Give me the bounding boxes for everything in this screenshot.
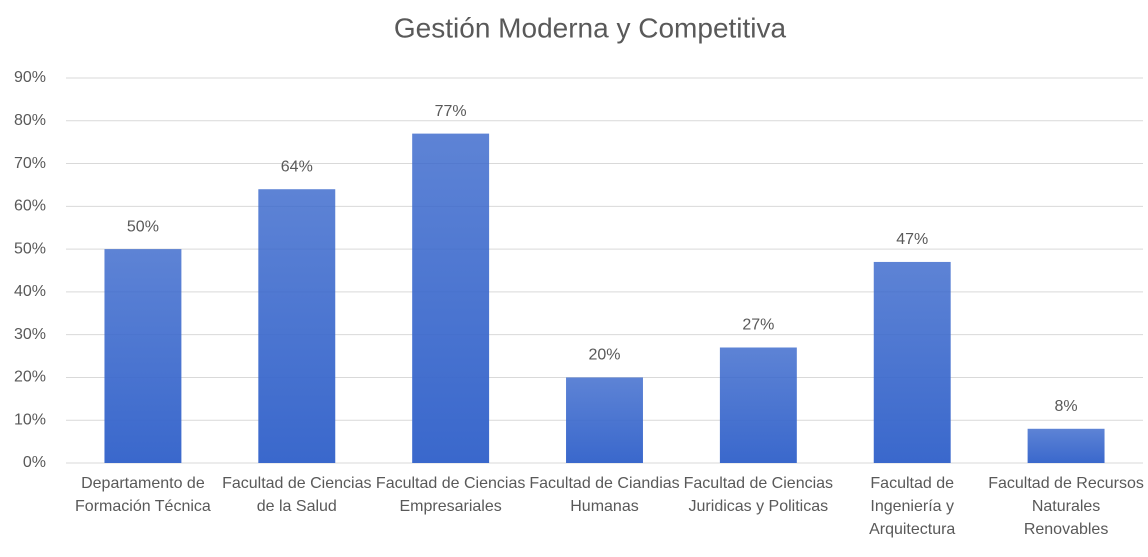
x-tick-label: Facultad de Ciandias Humanas bbox=[529, 475, 680, 515]
y-tick-label: 30% bbox=[14, 326, 46, 343]
x-tick-label: Facultad de Ciencias de la Salud bbox=[222, 475, 372, 515]
bar bbox=[258, 189, 336, 463]
x-tick-label: Facultad de Ciencias Juridicas y Politic… bbox=[683, 475, 834, 515]
x-tick-label: Facultad de Recursos Naturales Renovable… bbox=[988, 475, 1144, 538]
y-tick-label: 10% bbox=[14, 411, 46, 428]
bar bbox=[1027, 428, 1105, 463]
y-tick-label: 20% bbox=[14, 369, 46, 386]
y-tick-label: 50% bbox=[14, 240, 46, 257]
bar bbox=[873, 261, 951, 463]
x-tick-label: Departamento de Formación Técnica bbox=[75, 475, 211, 515]
y-tick-label: 70% bbox=[14, 155, 46, 172]
bar bbox=[104, 249, 182, 463]
bar bbox=[412, 133, 490, 463]
data-label: 27% bbox=[742, 317, 774, 334]
chart-title: Gestión Moderna y Competitiva bbox=[394, 12, 787, 43]
y-tick-label: 80% bbox=[14, 112, 46, 129]
y-tick-label: 0% bbox=[23, 454, 46, 471]
y-tick-label: 60% bbox=[14, 198, 46, 215]
data-label: 8% bbox=[1055, 398, 1078, 415]
data-label: 64% bbox=[281, 158, 313, 175]
data-label: 47% bbox=[896, 231, 928, 248]
bar bbox=[719, 347, 797, 463]
x-tick-label: Facultad de Ingeniería y Arquitectura bbox=[869, 475, 956, 538]
data-label: 20% bbox=[588, 347, 620, 364]
y-tick-label: 90% bbox=[14, 69, 46, 86]
x-tick-label: Facultad de Ciencias Empresariales bbox=[375, 475, 526, 515]
data-label: 77% bbox=[435, 103, 467, 120]
y-tick-label: 40% bbox=[14, 283, 46, 300]
data-label: 50% bbox=[127, 218, 159, 235]
bar bbox=[566, 377, 643, 463]
